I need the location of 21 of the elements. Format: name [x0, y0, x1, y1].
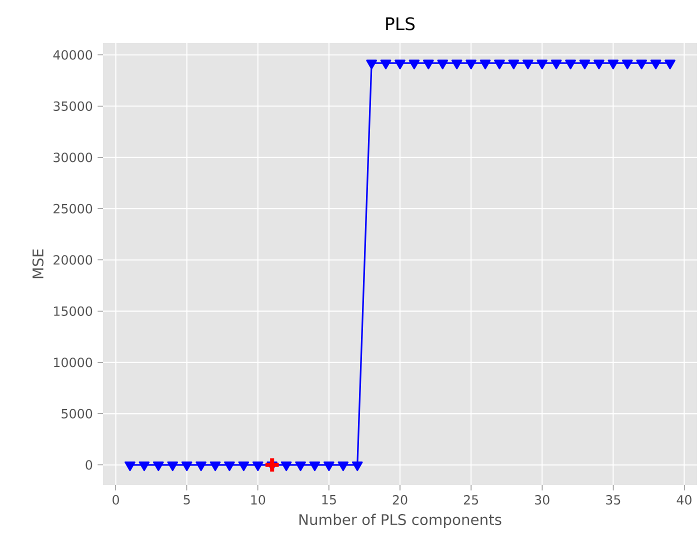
x-tick-label: 15 — [322, 495, 336, 504]
y-axis-title: MSE — [32, 249, 44, 278]
y-tick-label: 15000 — [54, 306, 92, 316]
x-tick-label: 25 — [464, 495, 478, 505]
x-tick-label: 5 — [184, 495, 190, 504]
x-tick-label: 20 — [392, 495, 408, 505]
x-tick-label: 40 — [676, 495, 692, 505]
y-tick-label: 5000 — [62, 408, 92, 418]
x-axis-title: Number of PLS components — [299, 514, 502, 528]
y-tick-label: 0 — [86, 460, 92, 470]
x-tick-label: 35 — [606, 495, 620, 505]
y-tick-label: 20000 — [54, 255, 92, 265]
y-tick-label: 25000 — [54, 204, 92, 214]
y-tick-label: 30000 — [54, 152, 92, 162]
y-tick-label: 10000 — [54, 358, 92, 368]
x-tick-label: 0 — [112, 495, 119, 505]
x-tick-label: 10 — [251, 495, 266, 505]
y-tick-label: 35000 — [54, 101, 92, 111]
x-tick-label: 30 — [535, 495, 550, 505]
y-tick-label: 40000 — [53, 50, 92, 60]
chart-title: PLS — [386, 17, 415, 30]
